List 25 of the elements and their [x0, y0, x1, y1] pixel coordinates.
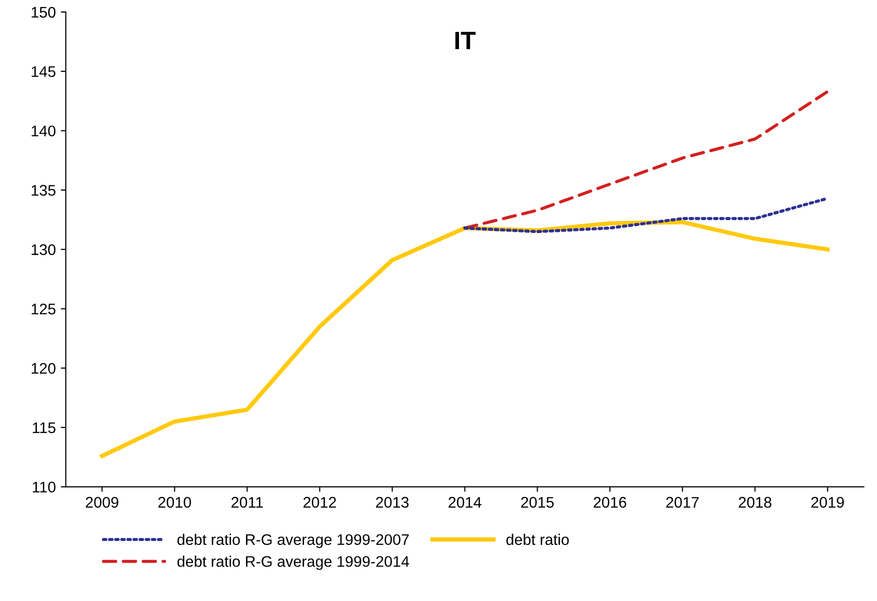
legend-label: debt ratio: [506, 534, 569, 546]
x-tick-label: 2014: [448, 496, 482, 508]
y-tick-label: 120: [32, 362, 56, 374]
x-tick-label: 2016: [594, 496, 626, 508]
x-tick-label: 2009: [86, 496, 118, 508]
x-tick-label: 2018: [738, 496, 772, 508]
x-tick-label: 2019: [811, 496, 844, 508]
legend-label: debt ratio R-G average 1999-2014: [177, 556, 410, 570]
y-tick-label: 115: [32, 422, 56, 434]
y-tick-label: 140: [32, 126, 56, 136]
y-tick-label: 150: [32, 6, 56, 18]
line-series: [463, 90, 830, 230]
x-tick-label: 2017: [666, 496, 699, 508]
x-tick-label: 2011: [231, 496, 263, 508]
text: IT: [455, 32, 476, 50]
y-tick-label: 145: [32, 66, 56, 78]
x-tick-label: 2010: [158, 496, 191, 508]
y-tick-label: 130: [32, 244, 56, 256]
legend-label: debt ratio R-G average 1999-2007: [177, 534, 409, 548]
x-tick-label: 2012: [303, 496, 336, 508]
y-tick-label: 125: [32, 304, 56, 314]
y-tick-label: 135: [32, 184, 56, 196]
x-tick-label: 2013: [376, 496, 409, 508]
x-tick-label: 2015: [521, 496, 554, 508]
y-tick-label: 110: [32, 482, 56, 492]
